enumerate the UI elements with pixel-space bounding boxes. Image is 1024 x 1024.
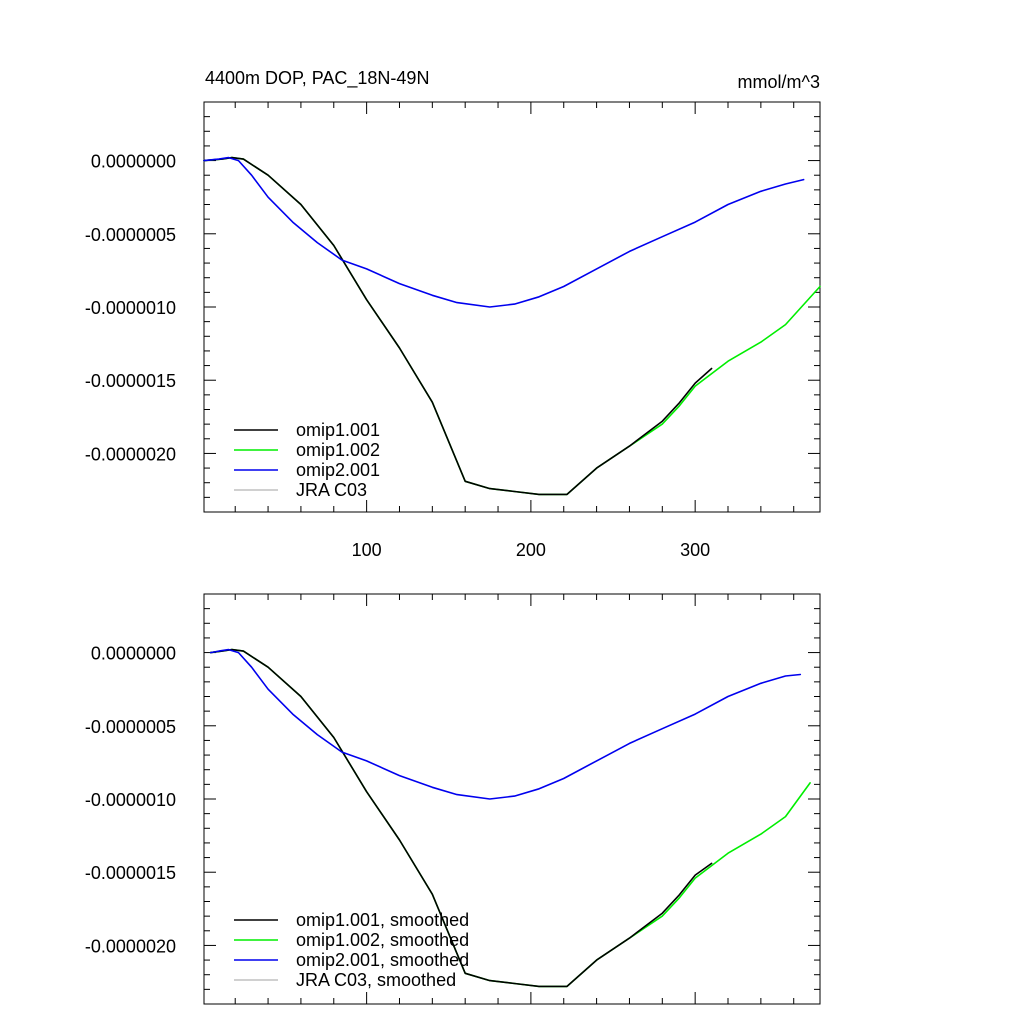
y-tick-label: -0.0000015 — [85, 863, 176, 883]
legend-label: JRA C03 — [296, 480, 367, 500]
series-line-omip2-001-smoothed — [209, 648, 802, 800]
y-tick-label: 0.0000000 — [91, 152, 176, 172]
x-tick-label: 300 — [680, 540, 710, 560]
legend-label: omip1.001 — [296, 420, 380, 440]
y-tick-label: -0.0000010 — [85, 298, 176, 318]
legend-label: omip1.002, smoothed — [296, 930, 469, 950]
units-label: mmol/m^3 — [738, 72, 820, 92]
y-tick-label: -0.0000015 — [85, 371, 176, 391]
legend-label: omip1.002 — [296, 440, 380, 460]
legend-label: JRA C03, smoothed — [296, 970, 456, 990]
series-line-omip1-001-smoothed — [209, 648, 713, 988]
legend-label: omip1.001, smoothed — [296, 910, 469, 930]
y-tick-label: 0.0000000 — [91, 644, 176, 664]
y-tick-label: -0.0000020 — [85, 936, 176, 956]
legend-label: omip2.001, smoothed — [296, 950, 469, 970]
y-tick-label: -0.0000020 — [85, 444, 176, 464]
y-tick-label: -0.0000005 — [85, 225, 176, 245]
x-tick-label: 200 — [516, 540, 546, 560]
panel-title: 4400m DOP, PAC_18N-49N — [205, 68, 429, 89]
x-tick-label: 100 — [352, 540, 382, 560]
top-panel: 4400m DOP, PAC_18N-49N mmol/m^3 100 200 30… — [85, 68, 821, 560]
series-line-omip1-001 — [203, 156, 713, 496]
bottom-panel: 0.0000000 -0.0000005 -0.0000010 -0.0000015 -… — [85, 593, 821, 1005]
legend-label: omip2.001 — [296, 460, 380, 480]
y-tick-label: -0.0000005 — [85, 717, 176, 737]
y-tick-label: -0.0000010 — [85, 790, 176, 810]
series-line-omip2-001 — [203, 156, 805, 308]
